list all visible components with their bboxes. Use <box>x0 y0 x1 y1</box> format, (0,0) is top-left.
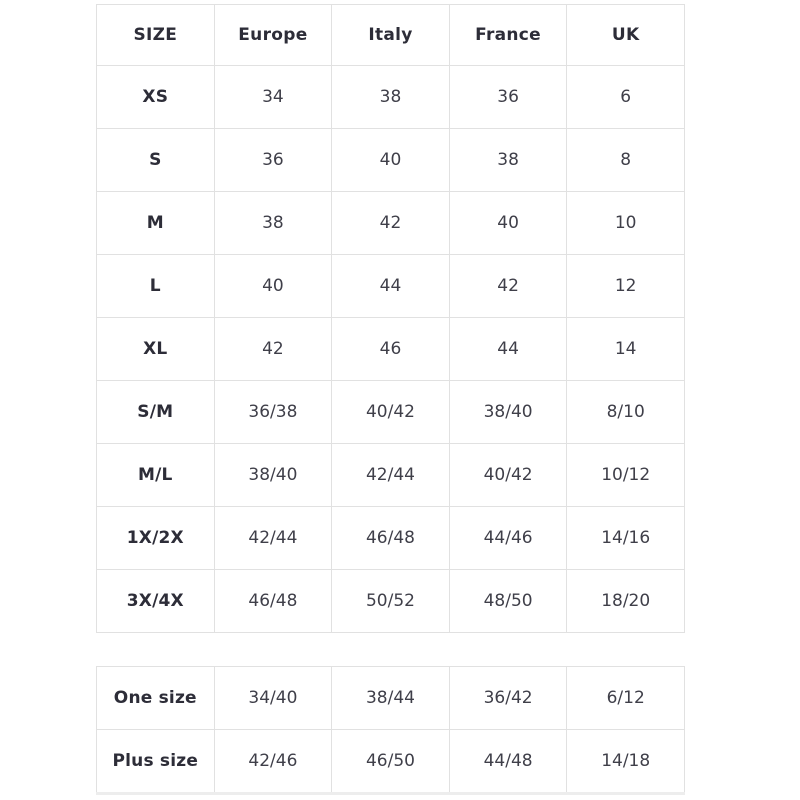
size-value-cell: 38 <box>213 191 333 255</box>
size-value-cell: 44/46 <box>448 506 568 570</box>
size-value-cell: 48/50 <box>448 569 568 633</box>
size-value-cell: 38/40 <box>448 380 568 444</box>
size-value-cell: 42/46 <box>213 729 333 793</box>
column-header-uk: UK <box>566 4 685 66</box>
size-label-cell: 1X/2X <box>96 506 215 570</box>
size-value-cell: 14 <box>566 317 685 381</box>
size-value-cell: 42 <box>331 191 450 255</box>
table-row-m: M 38 42 40 10 <box>96 191 685 255</box>
size-value-cell: 10/12 <box>566 443 685 507</box>
size-table-body: XS 34 38 36 6 S 36 40 38 8 M 38 42 40 10 <box>96 65 685 633</box>
size-value-cell: 34/40 <box>213 666 333 730</box>
size-label-cell: XS <box>96 65 215 129</box>
size-value-cell: 36 <box>448 65 568 129</box>
size-value-cell: 42 <box>448 254 568 318</box>
size-value-cell: 8/10 <box>566 380 685 444</box>
size-label-cell: One size <box>96 666 215 730</box>
table-row-s-m: S/M 36/38 40/42 38/40 8/10 <box>96 380 685 444</box>
size-value-cell: 38/44 <box>331 666 450 730</box>
size-value-cell: 10 <box>566 191 685 255</box>
size-label-cell: S/M <box>96 380 215 444</box>
size-value-cell: 6/12 <box>566 666 685 730</box>
size-label-cell: M <box>96 191 215 255</box>
size-value-cell: 50/52 <box>331 569 450 633</box>
table-row-1x-2x: 1X/2X 42/44 46/48 44/46 14/16 <box>96 506 685 570</box>
size-label-cell: 3X/4X <box>96 569 215 633</box>
one-size-table: One size 34/40 38/44 36/42 6/12 Plus siz… <box>96 666 685 793</box>
size-value-cell: 40/42 <box>448 443 568 507</box>
size-value-cell: 38/40 <box>213 443 333 507</box>
size-conversion-chart: SIZE Europe Italy France UK XS 34 38 36 … <box>96 4 685 633</box>
size-value-cell: 12 <box>566 254 685 318</box>
size-value-cell: 6 <box>566 65 685 129</box>
size-value-cell: 36 <box>213 128 333 192</box>
size-value-cell: 46 <box>331 317 450 381</box>
size-value-cell: 44 <box>331 254 450 318</box>
size-value-cell: 40 <box>213 254 333 318</box>
size-label-cell: L <box>96 254 215 318</box>
bottom-divider <box>96 792 685 795</box>
size-value-cell: 46/48 <box>213 569 333 633</box>
size-table-header: SIZE Europe Italy France UK <box>96 4 685 66</box>
size-value-cell: 38 <box>331 65 450 129</box>
table-row-m-l: M/L 38/40 42/44 40/42 10/12 <box>96 443 685 507</box>
column-header-europe: Europe <box>213 4 333 66</box>
size-value-cell: 42/44 <box>331 443 450 507</box>
size-label-cell: S <box>96 128 215 192</box>
table-row-xs: XS 34 38 36 6 <box>96 65 685 129</box>
one-size-chart: One size 34/40 38/44 36/42 6/12 Plus siz… <box>96 666 685 793</box>
size-value-cell: 18/20 <box>566 569 685 633</box>
table-row-xl: XL 42 46 44 14 <box>96 317 685 381</box>
size-value-cell: 14/16 <box>566 506 685 570</box>
table-row-l: L 40 44 42 12 <box>96 254 685 318</box>
size-value-cell: 36/38 <box>213 380 333 444</box>
size-value-cell: 8 <box>566 128 685 192</box>
table-row-s: S 36 40 38 8 <box>96 128 685 192</box>
size-value-cell: 44/48 <box>448 729 568 793</box>
size-value-cell: 40 <box>448 191 568 255</box>
size-value-cell: 46/50 <box>331 729 450 793</box>
size-label-cell: M/L <box>96 443 215 507</box>
size-value-cell: 40/42 <box>331 380 450 444</box>
size-value-cell: 38 <box>448 128 568 192</box>
size-conversion-table: SIZE Europe Italy France UK XS 34 38 36 … <box>96 4 685 633</box>
size-value-cell: 36/42 <box>448 666 568 730</box>
size-value-cell: 40 <box>331 128 450 192</box>
table-row-plus-size: Plus size 42/46 46/50 44/48 14/18 <box>96 729 685 793</box>
column-header-france: France <box>448 4 568 66</box>
size-label-cell: Plus size <box>96 729 215 793</box>
size-value-cell: 44 <box>448 317 568 381</box>
column-header-italy: Italy <box>331 4 450 66</box>
column-header-size: SIZE <box>96 4 215 66</box>
size-value-cell: 46/48 <box>331 506 450 570</box>
size-label-cell: XL <box>96 317 215 381</box>
table-row-one-size: One size 34/40 38/44 36/42 6/12 <box>96 666 685 730</box>
table-row-3x-4x: 3X/4X 46/48 50/52 48/50 18/20 <box>96 569 685 633</box>
size-value-cell: 14/18 <box>566 729 685 793</box>
header-row: SIZE Europe Italy France UK <box>96 4 685 66</box>
size-value-cell: 42 <box>213 317 333 381</box>
size-value-cell: 42/44 <box>213 506 333 570</box>
size-value-cell: 34 <box>213 65 333 129</box>
one-size-table-body: One size 34/40 38/44 36/42 6/12 Plus siz… <box>96 666 685 793</box>
